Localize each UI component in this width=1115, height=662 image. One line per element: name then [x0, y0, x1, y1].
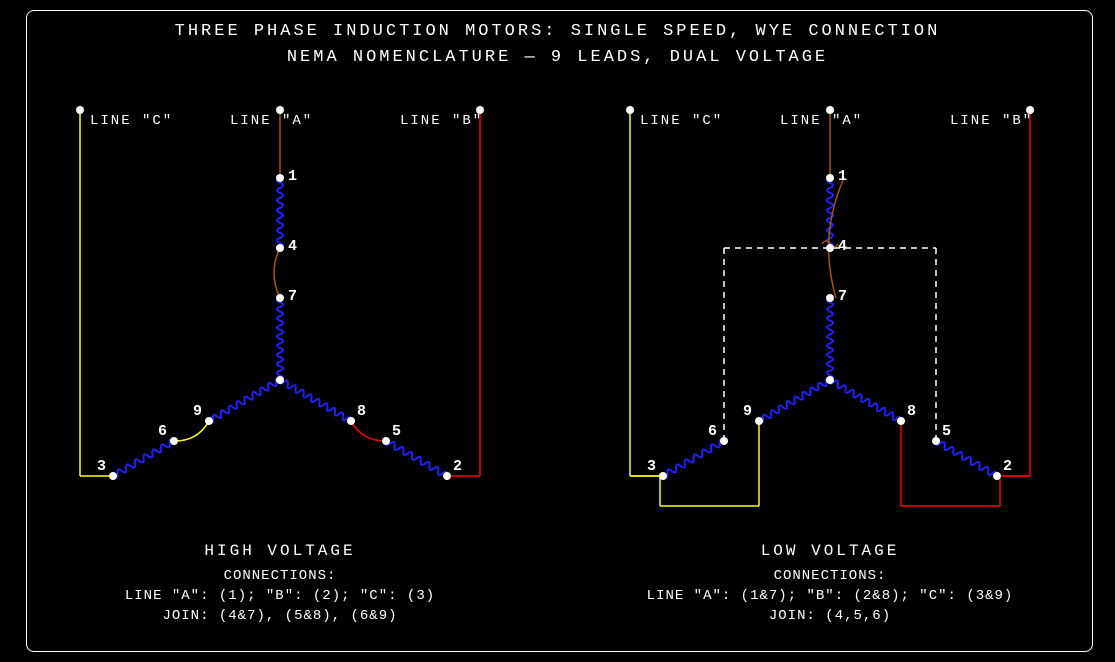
low-voltage-label: LOW VOLTAGE [600, 542, 1060, 560]
terminal-4: 4 [838, 238, 847, 255]
terminal-1: 1 [838, 168, 847, 185]
terminal-9: 9 [193, 403, 202, 420]
left-line-a-label: LINE "A" [230, 113, 313, 129]
terminal-7: 7 [838, 288, 847, 305]
terminal-8: 8 [357, 403, 366, 420]
left-line-c-label: LINE "C" [90, 113, 173, 129]
terminal-8: 8 [907, 403, 916, 420]
terminal-6: 6 [158, 423, 167, 440]
terminal-3: 3 [97, 458, 106, 475]
lv-line-text: LINE "A": (1&7); "B": (2&8); "C": (3&9) [600, 588, 1060, 604]
diagram-svg [0, 0, 1115, 662]
terminal-2: 2 [453, 458, 462, 475]
terminal-7: 7 [288, 288, 297, 305]
terminal-4: 4 [288, 238, 297, 255]
terminal-5: 5 [392, 423, 401, 440]
high-voltage-label: HIGH VOLTAGE [50, 542, 510, 560]
right-line-a-label: LINE "A" [780, 113, 863, 129]
hv-connections-label: CONNECTIONS: [50, 568, 510, 584]
hv-line-text: LINE "A": (1); "B": (2); "C": (3) [50, 588, 510, 604]
terminal-3: 3 [647, 458, 656, 475]
left-line-b-label: LINE "B" [400, 113, 483, 129]
terminal-5: 5 [942, 423, 951, 440]
hv-join-text: JOIN: (4&7), (5&8), (6&9) [50, 608, 510, 624]
terminal-9: 9 [743, 403, 752, 420]
right-line-c-label: LINE "C" [640, 113, 723, 129]
lv-join-text: JOIN: (4,5,6) [600, 608, 1060, 624]
terminal-1: 1 [288, 168, 297, 185]
terminal-2: 2 [1003, 458, 1012, 475]
lv-connections-label: CONNECTIONS: [600, 568, 1060, 584]
right-line-b-label: LINE "B" [950, 113, 1033, 129]
terminal-6: 6 [708, 423, 717, 440]
